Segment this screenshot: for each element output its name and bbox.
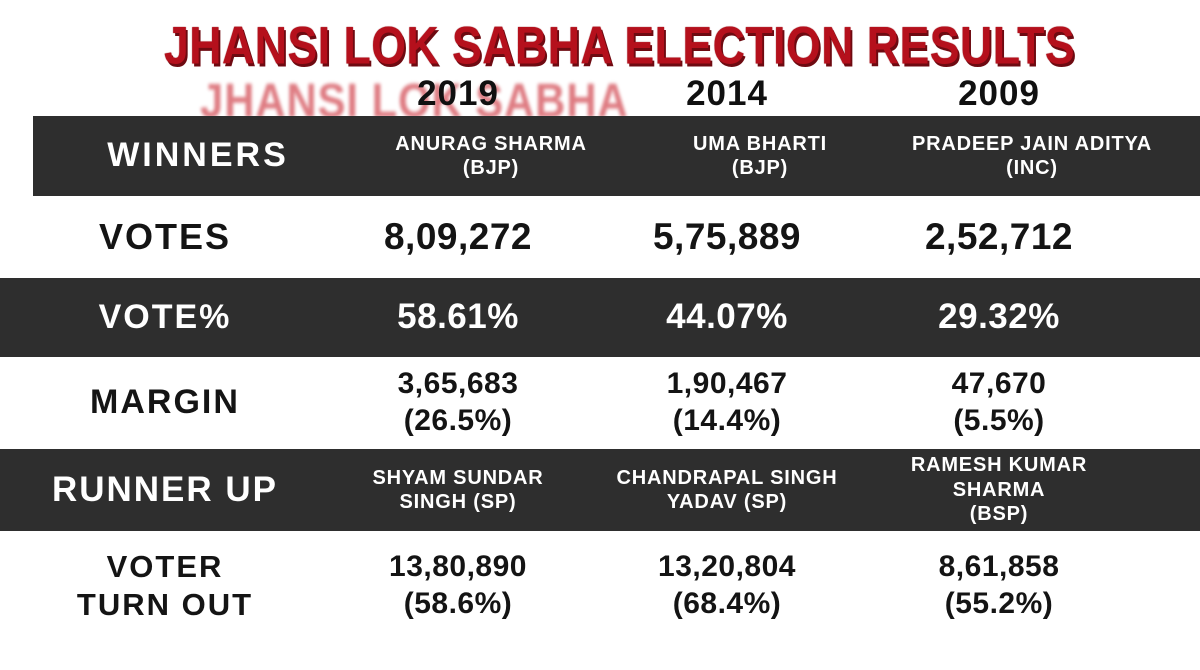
row-label-voter-turnout: VOTER TURN OUT bbox=[76, 549, 254, 622]
year-header-2014: 2014 bbox=[686, 74, 768, 113]
row-label-margin: MARGIN bbox=[90, 383, 240, 422]
table-row-vote-percent: VOTE% 58.61% 44.07% 29.32% bbox=[0, 278, 1200, 357]
margin-2009: 47,670 (5.5%) bbox=[951, 367, 1047, 437]
page-title: JHANSI LOK SABHA ELECTION RESULTS bbox=[164, 15, 1076, 75]
votes-2009: 2,52,712 bbox=[924, 216, 1074, 258]
election-results-table: JHANSI LOK SABHA ELECTION RESULTS 2019 2… bbox=[0, 0, 1200, 641]
year-header-2019: 2019 bbox=[417, 74, 499, 113]
row-label-vote-percent: VOTE% bbox=[98, 297, 232, 336]
vote-percent-2019: 58.61% bbox=[397, 297, 519, 337]
header: JHANSI LOK SABHA ELECTION RESULTS bbox=[0, 0, 1200, 74]
row-label-votes: VOTES bbox=[98, 216, 232, 258]
turnout-2014: 13,20,804 (68.4%) bbox=[658, 550, 796, 620]
table-row-votes: VOTES 8,09,272 5,75,889 2,52,712 bbox=[0, 196, 1200, 278]
votes-2014: 5,75,889 bbox=[652, 216, 802, 258]
margin-2014: 1,90,467 (14.4%) bbox=[666, 367, 788, 437]
vote-percent-2014: 44.07% bbox=[666, 297, 788, 337]
winner-2019: ANURAG SHARMA (BJP) bbox=[395, 132, 587, 179]
votes-2019: 8,09,272 bbox=[383, 216, 533, 258]
table-row-winners: WINNERS ANURAG SHARMA (BJP) UMA BHARTI (… bbox=[33, 116, 1200, 196]
table-row-margin: MARGIN 3,65,683 (26.5%) 1,90,467 (14.4%)… bbox=[0, 357, 1200, 449]
runner-up-2014: CHANDRAPAL SINGH YADAV (SP) bbox=[616, 466, 838, 513]
vote-percent-2009: 29.32% bbox=[938, 297, 1060, 337]
winner-2014: UMA BHARTI (BJP) bbox=[693, 132, 827, 179]
winner-2009: PRADEEP JAIN ADITYA (INC) bbox=[911, 132, 1153, 179]
turnout-2009: 8,61,858 (55.2%) bbox=[938, 550, 1060, 620]
turnout-2019: 13,80,890 (58.6%) bbox=[389, 550, 527, 620]
year-header-2009: 2009 bbox=[958, 74, 1040, 113]
runner-up-2009: RAMESH KUMAR SHARMA (BSP) bbox=[910, 454, 1088, 526]
table-row-runner-up: RUNNER UP SHYAM SUNDAR SINGH (SP) CHANDR… bbox=[0, 449, 1200, 531]
row-label-winners: WINNERS bbox=[107, 136, 289, 175]
runner-up-2019: SHYAM SUNDAR SINGH (SP) bbox=[372, 466, 544, 513]
margin-2019: 3,65,683 (26.5%) bbox=[397, 367, 519, 437]
year-header-row: 2019 2014 2009 bbox=[0, 72, 1200, 116]
row-label-runner-up: RUNNER UP bbox=[51, 469, 279, 509]
table-row-voter-turnout: VOTER TURN OUT 13,80,890 (58.6%) 13,20,8… bbox=[0, 531, 1200, 641]
